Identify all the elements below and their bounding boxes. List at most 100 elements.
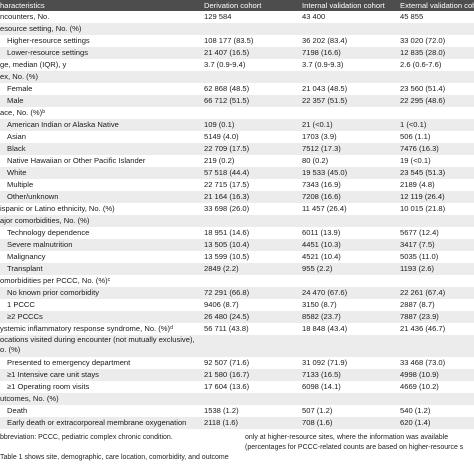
cell-value: 21 580 (16.7) — [204, 370, 250, 379]
row-label: ace, No. (%)ᵇ — [0, 108, 46, 117]
cell-value: 7208 (16.6) — [302, 192, 341, 201]
cell-value: 7476 (16.3) — [400, 144, 439, 153]
table-row: ≥1 Operating room visits 17 604 (13.6) 609… — [0, 381, 474, 393]
cell-value: 22 357 (51.5) — [302, 96, 348, 105]
table-row: ex, No. (%) — [0, 71, 474, 83]
cell-value: 19 (<0.1) — [400, 156, 431, 165]
cell-value: 4669 (10.2) — [400, 382, 439, 391]
cell-value: 1 (<0.1) — [400, 120, 427, 129]
cell-value: 31 092 (71.9) — [302, 358, 348, 367]
table-row: Native Hawaiian or Other Pacific Islande… — [0, 155, 474, 167]
row-label: ≥1 Intensive care unit stays — [7, 370, 99, 379]
row-label: American Indian or Alaska Native — [7, 120, 119, 129]
table-row: Black 22 709 (17.5) 7512 (17.3) 7476 (16.3) — [0, 143, 474, 155]
row-label: 1 PCCC — [7, 300, 35, 309]
cell-value: 7198 (16.6) — [302, 48, 341, 57]
cell-value: 506 (1.1) — [400, 132, 431, 141]
table-row: utcomes, No. (%) — [0, 393, 474, 405]
cell-value: 45 855 — [400, 12, 424, 21]
header-cell: haracteristics — [0, 1, 45, 10]
row-label: ≥2 PCCCs — [7, 312, 43, 321]
row-label: No known prior comorbidity — [7, 288, 100, 297]
table-row: ≥1 Intensive care unit stays 21 580 (16.7… — [0, 369, 474, 381]
cell-value: 3.7 (0.9-9.4) — [204, 60, 246, 69]
table-row: Malignancy 13 599 (10.5) 4521 (10.4) 5035 (… — [0, 251, 474, 263]
row-label: ispanic or Latino ethnicity, No. (%) — [0, 204, 115, 213]
cell-value: 33 020 (72.0) — [400, 36, 446, 45]
cell-value: 5035 (11.0) — [400, 252, 439, 261]
row-label: Multiple — [7, 180, 34, 189]
cell-value: 108 177 (83.5) — [204, 36, 254, 45]
row-label: Malignancy — [7, 252, 46, 261]
header-cell: External validation coh — [400, 1, 474, 10]
cell-value: 66 712 (51.5) — [204, 96, 250, 105]
row-label: Lower-resource settings — [7, 48, 89, 57]
cell-value: 72 291 (66.8) — [204, 288, 250, 297]
table-row: ge, median (IQR), y 3.7 (0.9-9.4) 3.7 (0.9… — [0, 59, 474, 71]
cell-value: 33 698 (26.0) — [204, 204, 250, 213]
row-label: Asian — [7, 132, 26, 141]
row-label: Female — [7, 84, 33, 93]
table-row: ocations visited during encounter (not m… — [0, 335, 474, 357]
cell-value: 21 407 (16.5) — [204, 48, 250, 57]
cell-value: 23 545 (51.3) — [400, 168, 446, 177]
header-cell: Internal validation cohort — [302, 1, 385, 10]
row-label: ex, No. (%) — [0, 72, 38, 81]
cell-value: 36 202 (83.4) — [302, 36, 348, 45]
table-row: Male 66 712 (51.5) 22 357 (51.5) 22 295 (48… — [0, 95, 474, 107]
table-row: Asian 5149 (4.0) 1703 (3.9) 506 (1.1) — [0, 131, 474, 143]
table-row: Presented to emergency department 92 507 … — [0, 357, 474, 369]
cell-value: 620 (1.4) — [400, 418, 431, 427]
table-row: ispanic or Latino ethnicity, No. (%) 33 6… — [0, 203, 474, 215]
row-label: utcomes, No. (%) — [0, 394, 59, 403]
table-row: esource setting, No. (%) — [0, 23, 474, 35]
cell-value: 18 848 (43.4) — [302, 324, 348, 333]
table-row: 1 PCCC 9406 (8.7) 3150 (8.7) 2887 (8.7) — [0, 299, 474, 311]
cell-value: 56 711 (43.8) — [204, 324, 249, 333]
cell-value: 2849 (2.2) — [204, 264, 239, 273]
cell-value: 6011 (13.9) — [302, 228, 341, 237]
cell-value: 11 457 (26.4) — [302, 204, 347, 213]
cell-value: 21 043 (48.5) — [302, 84, 348, 93]
table-row: Female 62 868 (48.5) 21 043 (48.5) 23 560 (… — [0, 83, 474, 95]
cell-value: 708 (1.6) — [302, 418, 333, 427]
table-row: Transplant 2849 (2.2) 955 (2.2) 1193 (2.6) — [0, 263, 474, 275]
row-label: Male — [7, 96, 24, 105]
cell-value: 92 507 (71.6) — [204, 358, 250, 367]
table-row: Technology dependence 18 951 (14.6) 6011 (… — [0, 227, 474, 239]
cell-value: 22 715 (17.5) — [204, 180, 250, 189]
table-row: ystemic inflammatory response syndrome, … — [0, 323, 474, 335]
cell-value: 7887 (23.9) — [400, 312, 439, 321]
cell-value: 5149 (4.0) — [204, 132, 239, 141]
cell-value: 26 480 (24.5) — [204, 312, 250, 321]
cell-value: 4451 (10.3) — [302, 240, 341, 249]
row-label: Severe malnutrition — [7, 240, 73, 249]
cell-value: 507 (1.2) — [302, 406, 333, 415]
cell-value: 1538 (1.2) — [204, 406, 239, 415]
cell-value: 4521 (10.4) — [302, 252, 341, 261]
row-label: Transplant — [7, 264, 43, 273]
footnote: bbreviation: PCCC, pediatric complex chr… — [0, 434, 173, 441]
cell-value: 129 584 — [204, 12, 232, 21]
cell-value: 80 (0.2) — [302, 156, 329, 165]
cell-value: 7343 (16.9) — [302, 180, 341, 189]
cell-value: 1193 (2.6) — [400, 264, 435, 273]
cell-value: 9406 (8.7) — [204, 300, 239, 309]
cell-value: 4998 (10.9) — [400, 370, 439, 379]
row-label: White — [7, 168, 27, 177]
table-row: White 57 518 (44.4) 19 533 (45.0) 23 545 (5… — [0, 167, 474, 179]
table-row: Higher-resource settings 108 177 (83.5) 36… — [0, 35, 474, 47]
cell-value: 8582 (23.7) — [302, 312, 341, 321]
table-row: ajor comorbidities, No. (%) — [0, 215, 474, 227]
cell-value: 17 604 (13.6) — [204, 382, 250, 391]
cell-value: 21 (<0.1) — [302, 120, 333, 129]
cell-value: 5677 (12.4) — [400, 228, 439, 237]
footnote: Table 1 shows site, demographic, care lo… — [0, 454, 229, 461]
cell-value: 3150 (8.7) — [302, 300, 337, 309]
cell-value: 22 295 (48.6) — [400, 96, 446, 105]
row-label: ajor comorbidities, No. (%) — [0, 216, 90, 225]
row-label: esource setting, No. (%) — [0, 24, 82, 33]
cell-value: 2.6 (0.6-7.6) — [400, 60, 442, 69]
cell-value: 21 436 (46.7) — [400, 324, 446, 333]
cell-value: 13 505 (10.4) — [204, 240, 250, 249]
